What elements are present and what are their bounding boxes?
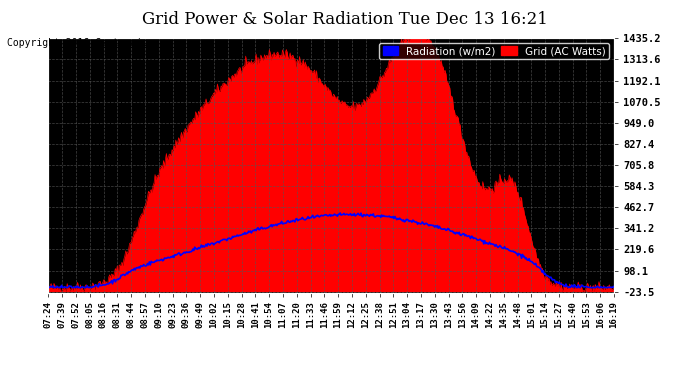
- Text: Grid Power & Solar Radiation Tue Dec 13 16:21: Grid Power & Solar Radiation Tue Dec 13 …: [142, 11, 548, 28]
- Text: Copyright 2016 Cartronics.com: Copyright 2016 Cartronics.com: [7, 38, 177, 48]
- Legend: Radiation (w/m2), Grid (AC Watts): Radiation (w/m2), Grid (AC Watts): [380, 43, 609, 59]
